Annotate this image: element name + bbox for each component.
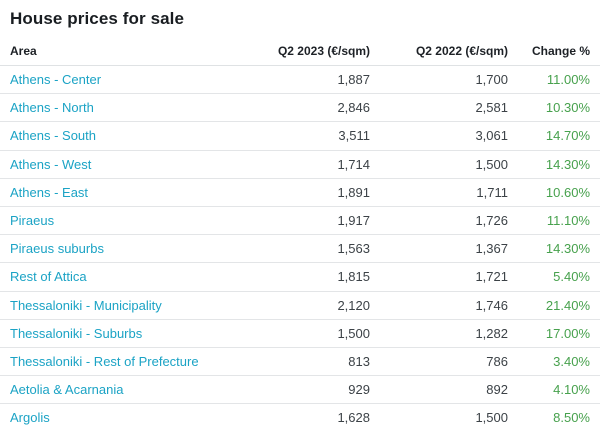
area-link[interactable]: Athens - East	[10, 184, 89, 200]
table-row: Athens - East 1,891 1,711 10.60%	[0, 179, 600, 207]
change-pct-cell: 10.60%	[545, 184, 590, 200]
price-q2-2023-cell: 3,511	[338, 128, 370, 144]
change-pct-cell: 21.40%	[545, 297, 590, 313]
area-link[interactable]: Thessaloniki - Rest of Prefecture	[10, 353, 199, 369]
area-link[interactable]: Piraeus	[10, 213, 55, 229]
price-q2-2023-cell: 2,120	[337, 297, 370, 313]
table-row: Aetolia & Acarnania 929 892 4.10%	[0, 376, 600, 405]
price-q2-2023-cell: 813	[348, 353, 370, 369]
price-q2-2022-cell: 1,746	[475, 297, 508, 313]
price-q2-2023-cell: 2,846	[337, 100, 370, 116]
price-q2-2022-cell: 1,711	[476, 184, 508, 200]
area-link[interactable]: Rest of Attica	[10, 269, 87, 285]
change-pct-cell: 14.70%	[545, 128, 590, 144]
table-body: Athens - Center 1,887 1,700 11.00% Athen…	[0, 66, 600, 431]
price-q2-2022-cell: 3,061	[475, 128, 508, 144]
change-pct-cell: 14.30%	[545, 241, 590, 257]
change-pct-cell: 5.40%	[553, 269, 590, 285]
table-row: Piraeus 1,917 1,726 11.10%	[0, 207, 600, 236]
area-link[interactable]: Thessaloniki - Municipality	[10, 297, 162, 313]
table-row: Rest of Attica 1,815 1,721 5.40%	[0, 263, 600, 292]
area-link[interactable]: Piraeus suburbs	[10, 241, 104, 257]
area-link[interactable]: Argolis	[10, 410, 50, 426]
change-pct-cell: 17.00%	[545, 325, 590, 341]
price-q2-2022-cell: 1,282	[475, 325, 508, 341]
table-row: Athens - South 3,511 3,061 14.70%	[0, 122, 600, 151]
price-q2-2022-cell: 1,500	[475, 156, 508, 172]
page-title: House prices for sale	[10, 9, 185, 28]
table-row: Athens - Center 1,887 1,700 11.00%	[0, 66, 600, 95]
price-q2-2023-cell: 1,714	[337, 156, 370, 172]
table-row: Athens - West 1,714 1,500 14.30%	[0, 151, 600, 179]
area-link[interactable]: Aetolia & Acarnania	[10, 382, 124, 398]
change-pct-cell: 8.50%	[553, 410, 590, 426]
area-link[interactable]: Athens - Center	[10, 72, 102, 88]
price-q2-2022-cell: 1,500	[475, 410, 508, 426]
price-q2-2023-cell: 1,563	[337, 241, 370, 257]
price-q2-2023-cell: 929	[348, 382, 370, 398]
change-pct-cell: 14.30%	[545, 156, 590, 172]
price-q2-2022-cell: 892	[486, 382, 508, 398]
price-q2-2023-cell: 1,891	[337, 184, 370, 200]
price-q2-2023-cell: 1,500	[337, 325, 370, 341]
column-header-q2-2022: Q2 2022 (€/sqm)	[415, 44, 508, 58]
column-header-q2-2023: Q2 2023 (€/sqm)	[277, 44, 370, 58]
change-pct-cell: 11.10%	[546, 213, 590, 229]
table-row: Thessaloniki - Rest of Prefecture 813 78…	[0, 348, 600, 377]
column-header-change: Change %	[531, 44, 590, 58]
area-link[interactable]: Athens - North	[10, 100, 94, 116]
table-header-row: Area Q2 2023 (€/sqm) Q2 2022 (€/sqm) Cha…	[0, 37, 600, 66]
price-q2-2023-cell: 1,628	[337, 410, 370, 426]
table-row: Athens - North 2,846 2,581 10.30%	[0, 94, 600, 123]
table-row: Thessaloniki - Municipality 2,120 1,746 …	[0, 292, 600, 320]
price-q2-2023-cell: 1,815	[337, 269, 370, 285]
area-link[interactable]: Thessaloniki - Suburbs	[10, 325, 143, 341]
change-pct-cell: 4.10%	[553, 382, 590, 398]
price-q2-2022-cell: 786	[486, 353, 508, 369]
price-q2-2022-cell: 1,367	[475, 241, 508, 257]
table-row: Argolis 1,628 1,500 8.50%	[0, 404, 600, 431]
change-pct-cell: 3.40%	[553, 353, 590, 369]
area-link[interactable]: Athens - West	[10, 156, 92, 172]
table-row: Piraeus suburbs 1,563 1,367 14.30%	[0, 235, 600, 264]
price-q2-2022-cell: 2,581	[475, 100, 508, 116]
area-link[interactable]: Athens - South	[10, 128, 96, 144]
price-q2-2022-cell: 1,700	[475, 72, 508, 88]
change-pct-cell: 10.30%	[545, 100, 590, 116]
table-row: Thessaloniki - Suburbs 1,500 1,282 17.00…	[0, 320, 600, 348]
change-pct-cell: 11.00%	[546, 72, 590, 88]
price-q2-2023-cell: 1,917	[337, 213, 370, 229]
price-q2-2022-cell: 1,726	[475, 213, 508, 229]
price-q2-2023-cell: 1,887	[337, 72, 370, 88]
price-q2-2022-cell: 1,721	[475, 269, 508, 285]
column-header-area: Area	[10, 44, 37, 58]
